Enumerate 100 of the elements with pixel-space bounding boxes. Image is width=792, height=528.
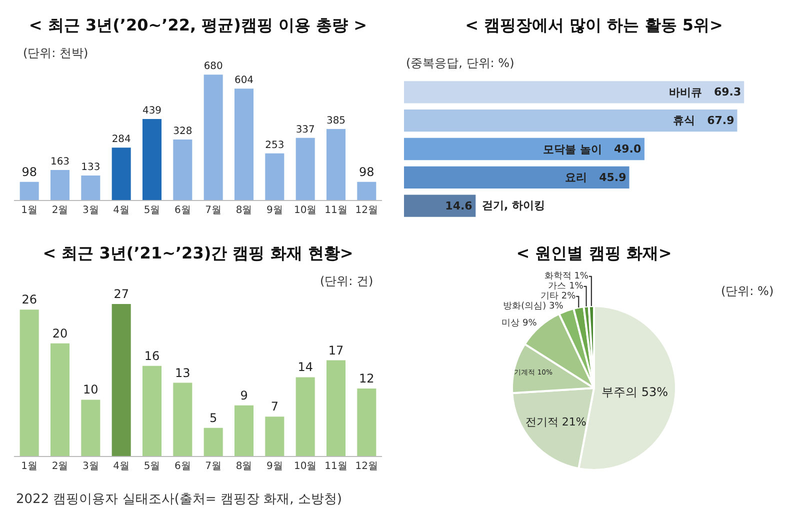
chart-title: < 캠핑장에서 많이 하는 활동 5위> <box>465 15 723 34</box>
slice-label: 기타 2% <box>540 291 576 302</box>
data-label: 5 <box>210 410 218 425</box>
data-label: 10 <box>83 382 98 397</box>
text: (단위: %) <box>721 284 774 298</box>
x-tick-label: 6월 <box>174 205 191 216</box>
bar <box>265 416 284 456</box>
data-label: 98 <box>359 164 374 179</box>
bar <box>326 129 346 200</box>
data-label: 45.9 <box>599 170 626 184</box>
data-label: 253 <box>265 140 284 151</box>
x-tick-label: 11월 <box>324 461 348 472</box>
data-label: 163 <box>50 156 70 168</box>
bar <box>50 170 70 200</box>
data-label: 49.0 <box>614 142 642 156</box>
slice-label: 부주의 53% <box>602 384 668 399</box>
x-tick-label: 3월 <box>82 205 99 216</box>
slice-label: 미상 9% <box>502 318 538 329</box>
bar <box>404 110 738 132</box>
x-tick-label: 2월 <box>52 205 68 216</box>
data-label: 26 <box>22 292 37 307</box>
bar <box>20 182 39 200</box>
x-tick-label: 9월 <box>266 205 283 216</box>
data-label: 69.3 <box>714 86 742 99</box>
bar <box>142 119 162 200</box>
data-label: 16 <box>144 348 160 363</box>
x-tick-label: 2월 <box>52 461 68 472</box>
x-tick-label: 8월 <box>236 205 252 216</box>
data-label: 284 <box>112 134 131 146</box>
x-tick-label: 7월 <box>205 461 222 472</box>
data-label: 328 <box>173 126 192 138</box>
category-label: 모닥불 놀이 <box>543 143 602 156</box>
data-label: 13 <box>175 366 190 380</box>
x-tick-label: 5월 <box>144 205 160 216</box>
bar <box>234 405 254 456</box>
x-tick-label: 10월 <box>294 461 317 472</box>
category-label: 휴식 <box>673 114 695 127</box>
bar <box>265 153 284 200</box>
bar <box>142 366 162 456</box>
x-tick-label: 9월 <box>266 461 283 472</box>
bar <box>357 182 376 200</box>
x-tick-label: 4월 <box>113 461 130 472</box>
category-label: 걷기, 하이킹 <box>482 199 546 212</box>
data-label: 20 <box>52 326 68 340</box>
category-label: 요리 <box>565 171 587 184</box>
x-tick-label: 1월 <box>21 461 38 472</box>
bar <box>50 343 70 456</box>
bar <box>173 382 192 456</box>
bar <box>404 194 476 217</box>
bar <box>404 166 630 188</box>
x-tick-label: 12월 <box>355 461 378 472</box>
slice-label: 화학적 1% <box>544 271 589 282</box>
data-label: 680 <box>204 61 223 72</box>
data-label: 337 <box>296 124 315 136</box>
bar <box>296 377 315 456</box>
bar <box>234 88 254 200</box>
x-tick-label: 4월 <box>113 205 130 216</box>
bar <box>112 304 131 456</box>
chart-title: < 최근 3년(’20~’22, 평균)캠핑 이용 총량 > <box>28 15 368 34</box>
bar <box>204 74 223 200</box>
bar <box>404 81 744 104</box>
bar <box>296 138 315 200</box>
data-label: 604 <box>234 75 254 86</box>
data-label: 67.9 <box>707 114 734 128</box>
data-label: 439 <box>142 106 162 117</box>
x-tick-label: 8월 <box>236 461 252 472</box>
data-label: 27 <box>114 287 129 301</box>
bar <box>357 388 376 456</box>
data-label: 133 <box>81 162 100 173</box>
bar <box>173 140 192 200</box>
bar <box>404 138 644 160</box>
bar <box>204 428 223 456</box>
x-tick-label: 11월 <box>324 205 348 216</box>
data-label: 12 <box>359 371 374 386</box>
data-label: 98 <box>22 164 37 179</box>
data-label: 9 <box>240 388 248 402</box>
chart-subtitle: (단위: 천박) <box>23 46 88 60</box>
text: 2022 캠핑이용자 실태조사(출처= 캠핑장 화재, 소방청) <box>16 492 342 507</box>
slice-label: 가스 1% <box>548 281 584 292</box>
chart-subtitle: (중복응답, 단위: %) <box>406 56 514 70</box>
bar <box>326 360 346 456</box>
chart-title: < 최근 3년(’21~’23)간 캠핑 화재 현황> <box>42 243 354 262</box>
slice-label: 전기적 21% <box>525 415 586 428</box>
slice-label: 방화(의심) 3% <box>503 301 564 312</box>
data-label: 14 <box>298 360 313 374</box>
x-tick-label: 3월 <box>82 461 99 472</box>
data-label: 14.6 <box>445 199 473 212</box>
bar <box>81 400 100 456</box>
bar <box>20 310 39 456</box>
bar <box>112 148 131 200</box>
data-label: 385 <box>326 116 346 127</box>
x-tick-label: 12월 <box>355 205 378 216</box>
chart-subtitle: (단위: 건) <box>320 274 374 288</box>
category-label: 바비큐 <box>669 86 702 99</box>
x-tick-label: 1월 <box>21 205 38 216</box>
data-label: 17 <box>328 343 344 358</box>
x-tick-label: 7월 <box>205 205 222 216</box>
bar <box>81 175 100 200</box>
chart-title: < 원인별 캠핑 화재> <box>516 243 672 262</box>
data-label: 7 <box>270 400 278 414</box>
